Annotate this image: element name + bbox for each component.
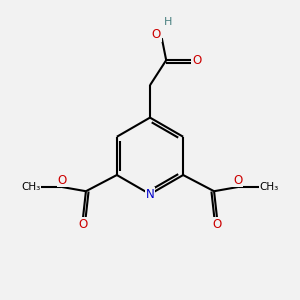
Text: O: O <box>152 28 161 41</box>
Text: CH₃: CH₃ <box>260 182 279 192</box>
Text: O: O <box>78 218 88 231</box>
Text: H: H <box>164 17 172 27</box>
Text: O: O <box>212 218 222 231</box>
Text: O: O <box>192 54 201 67</box>
Text: CH₃: CH₃ <box>21 182 40 192</box>
Text: N: N <box>146 188 154 201</box>
Text: O: O <box>233 174 242 187</box>
Text: O: O <box>58 174 67 187</box>
